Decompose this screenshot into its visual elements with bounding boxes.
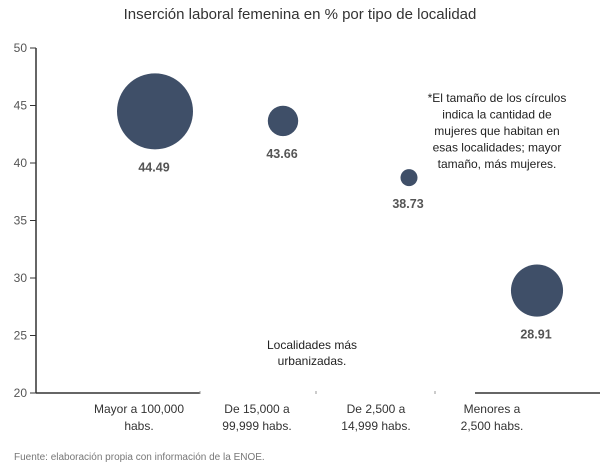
y-tick-label: 50 [14,41,28,55]
y-tick-label: 45 [14,99,28,113]
y-tick-label: 30 [14,271,28,285]
urban-note: urbanizadas. [278,354,347,368]
bubble [400,169,418,187]
y-tick-label: 35 [14,214,28,228]
data-label: 28.91 [520,328,551,342]
x-category-label: De 15,000 a [224,402,290,416]
x-category-label: Mayor a 100,000 [94,402,184,416]
x-category-label: 14,999 habs. [341,419,410,433]
size-note: *El tamaño de los círculos [428,91,567,105]
data-label: 44.49 [138,160,169,174]
y-tick-label: 25 [14,329,28,343]
x-category-label: 99,999 habs. [222,419,291,433]
y-tick-label: 40 [14,156,28,170]
source-note: Fuente: elaboración propia con informaci… [14,452,265,463]
x-category-label: Menores a [464,402,521,416]
x-category-label: De 2,500 a [347,402,406,416]
size-note: indica la cantidad de [442,108,552,122]
size-note: mujeres que habitan en [434,124,559,138]
size-note: tamaño, más mujeres. [438,157,557,171]
urban-note: Localidades más [267,338,357,352]
data-label: 43.66 [266,147,297,161]
chart-title: Inserción laboral femenina en % por tipo… [124,6,477,23]
bubble [117,73,193,150]
bubble [510,264,564,317]
x-category-label: habs. [124,419,153,433]
size-note: esas localidades; mayor [433,141,562,155]
x-category-label: 2,500 habs. [461,419,524,433]
data-label: 38.73 [392,197,423,211]
y-tick-label: 20 [14,386,28,400]
bubble [267,105,299,137]
